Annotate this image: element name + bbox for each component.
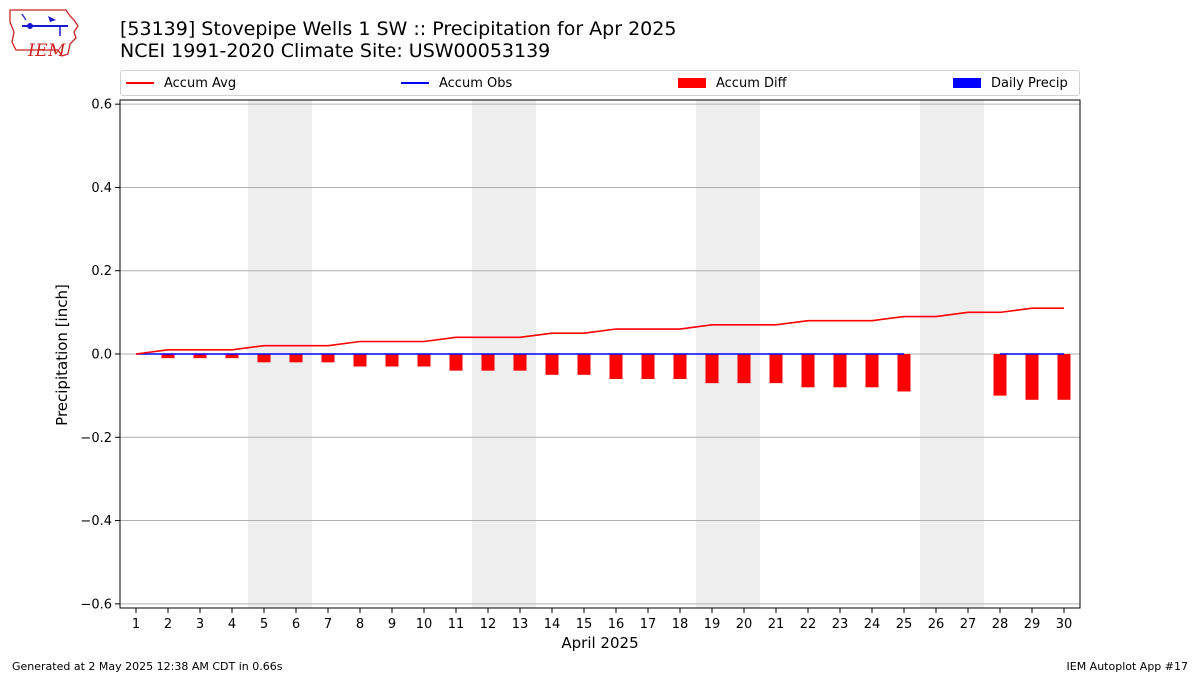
x-tick-label: 24 [864, 617, 881, 632]
accum-diff-bar [257, 354, 271, 363]
x-tick-label: 11 [448, 617, 465, 632]
iem-logo: IEM [8, 6, 80, 61]
accum-diff-bar [321, 354, 335, 363]
generated-timestamp: Generated at 2 May 2025 12:38 AM CDT in … [12, 660, 283, 673]
title-line-2: NCEI 1991-2020 Climate Site: USW00053139 [120, 40, 551, 62]
x-tick-label: 12 [480, 617, 497, 632]
x-tick-label: 27 [960, 617, 977, 632]
x-tick-label: 2 [164, 617, 172, 632]
y-tick-label: 0.6 [91, 98, 112, 113]
accum-diff-bar [1025, 354, 1039, 400]
accum-diff-bar [481, 354, 495, 371]
x-tick-label: 25 [896, 617, 913, 632]
legend-label-accum-diff: Accum Diff [716, 75, 787, 91]
x-tick-label: 5 [260, 617, 268, 632]
x-axis-label: April 2025 [561, 634, 639, 652]
x-tick-label: 8 [356, 617, 364, 632]
accum-diff-bar [865, 354, 879, 388]
accum-diff-bar [161, 354, 175, 359]
legend-label-accum-avg: Accum Avg [164, 75, 237, 91]
x-tick-label: 17 [640, 617, 657, 632]
x-tick-label: 18 [672, 617, 689, 632]
accum-diff-bar [705, 354, 719, 384]
accum-diff-bar [385, 354, 399, 367]
x-tick-label: 21 [768, 617, 785, 632]
y-axis-label: Precipitation [inch] [53, 284, 71, 426]
x-tick-label: 7 [324, 617, 332, 632]
y-tick-label: −0.6 [80, 597, 112, 612]
accum-diff-bar [225, 354, 239, 359]
y-tick-label: −0.4 [80, 514, 112, 529]
x-tick-label: 16 [608, 617, 625, 632]
accum-diff-bar [833, 354, 847, 388]
legend-swatch-accum-avg [126, 82, 154, 84]
accum-diff-bar [289, 354, 303, 363]
x-tick-label: 26 [928, 617, 945, 632]
x-tick-label: 1 [132, 617, 140, 632]
plot-frame [119, 99, 1081, 609]
x-tick-label: 15 [576, 617, 593, 632]
legend-label-accum-obs: Accum Obs [439, 75, 513, 91]
y-tick-label: −0.2 [80, 431, 112, 446]
x-tick-label: 9 [388, 617, 396, 632]
legend-item-accum-diff: Accum Diff [678, 71, 787, 95]
legend-item-accum-avg: Accum Avg [126, 71, 236, 95]
accum-diff-bar [545, 354, 559, 375]
x-tick-label: 20 [736, 617, 753, 632]
accum-diff-bar [609, 354, 623, 379]
accum-diff-bar [673, 354, 687, 379]
x-tick-label: 30 [1056, 617, 1073, 632]
accum-diff-bar [1057, 354, 1071, 400]
accum-diff-bar [513, 354, 527, 371]
accum-diff-bar [993, 354, 1007, 396]
legend-item-accum-obs: Accum Obs [401, 71, 512, 95]
accum-diff-bar [449, 354, 463, 371]
accum-diff-bar [193, 354, 207, 359]
chart-title: [53139] Stovepipe Wells 1 SW :: Precipit… [120, 18, 676, 62]
y-tick-label: 0.0 [91, 348, 112, 363]
accum-diff-bar [353, 354, 367, 367]
x-tick-label: 6 [292, 617, 300, 632]
x-tick-label: 13 [512, 617, 529, 632]
accum-diff-bar [417, 354, 431, 367]
x-tick-label: 28 [992, 617, 1009, 632]
x-tick-label: 19 [704, 617, 721, 632]
legend-label-daily-precip: Daily Precip [991, 75, 1068, 91]
accum-diff-bar [769, 354, 783, 384]
x-tick-label: 22 [800, 617, 817, 632]
x-tick-label: 4 [228, 617, 236, 632]
x-tick-label: 29 [1024, 617, 1041, 632]
logo-text: IEM [28, 41, 67, 61]
y-tick-label: 0.4 [91, 181, 112, 196]
x-tick-label: 10 [416, 617, 433, 632]
x-tick-label: 23 [832, 617, 849, 632]
accum-avg-line [135, 307, 1064, 355]
accum-diff-bar [641, 354, 655, 379]
accum-diff-bar [897, 354, 911, 392]
y-tick-label: 0.2 [91, 264, 112, 279]
x-tick-label: 14 [544, 617, 561, 632]
x-tick-label: 3 [196, 617, 204, 632]
accum-diff-bar [577, 354, 591, 375]
app-credit: IEM Autoplot App #17 [1066, 660, 1189, 673]
accum-diff-bar [737, 354, 751, 384]
legend-item-daily-precip: Daily Precip [953, 71, 1068, 95]
legend-swatch-accum-diff [678, 78, 706, 88]
chart-legend: Accum Avg Accum Obs Accum Diff Daily Pre… [120, 70, 1080, 96]
title-line-1: [53139] Stovepipe Wells 1 SW :: Precipit… [120, 18, 677, 40]
legend-swatch-daily-precip [953, 78, 981, 88]
accum-diff-bar [801, 354, 815, 388]
legend-swatch-accum-obs [401, 82, 429, 84]
